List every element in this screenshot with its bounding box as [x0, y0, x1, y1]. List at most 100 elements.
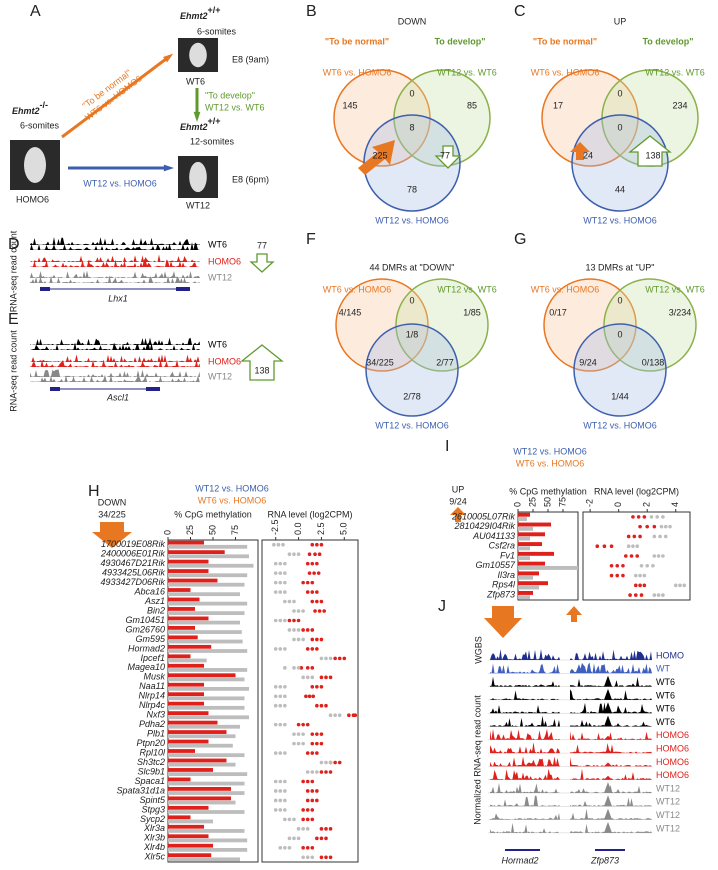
bar [168, 758, 227, 763]
dot [595, 544, 600, 549]
dot [301, 845, 305, 850]
gene-label: 2610005L07Rik [451, 511, 516, 521]
track-signal [490, 756, 560, 767]
venn-title: UP [614, 16, 627, 26]
track-signal [570, 823, 652, 833]
gene-label: Il3ra [497, 570, 515, 580]
track-signal [570, 743, 652, 754]
dot [310, 628, 315, 632]
bar [168, 597, 200, 602]
dot [278, 703, 283, 708]
bar [168, 705, 245, 710]
gene-label: Ipcef1 [140, 653, 165, 663]
dot [292, 637, 296, 642]
gene-label: Nxf3 [146, 710, 165, 720]
x-tick-label: 5.0 [339, 522, 349, 535]
bar [168, 550, 225, 555]
venn-set-a [543, 278, 637, 372]
gene-label: Bin2 [147, 605, 165, 615]
venn-count: 9/24 [579, 357, 597, 367]
x-tick-label: 0 [162, 530, 172, 535]
dot [626, 544, 631, 549]
gene-label: Spint5 [139, 795, 166, 805]
tick: 25 [185, 525, 195, 535]
bar [518, 536, 530, 541]
dot [319, 656, 324, 661]
dot [276, 542, 281, 547]
bar [168, 686, 249, 691]
panel-label: F [306, 231, 316, 248]
dot [301, 732, 305, 736]
track-signal [490, 728, 560, 740]
track-label: WT [656, 664, 670, 674]
dot [328, 855, 333, 860]
dot [656, 593, 661, 597]
label: WT12 vs. HOMO6 [375, 215, 449, 225]
y-axis-title: Normalized RNA-seq read count [472, 695, 482, 825]
dot [287, 618, 292, 623]
track-signal [490, 742, 560, 754]
dot [631, 515, 635, 519]
x-tick-label: 75 [557, 497, 567, 507]
dot [292, 732, 296, 736]
panel-label: H [88, 483, 100, 500]
track-signal [30, 270, 200, 278]
dot [310, 817, 315, 822]
dot [278, 580, 283, 585]
direction-arrow [240, 344, 284, 381]
gene-label: Xlr3a [143, 823, 165, 833]
dot [278, 571, 283, 575]
dot [324, 675, 328, 680]
track-signal [570, 649, 652, 660]
label: "To develop" [205, 90, 255, 100]
gene-label: Plb1 [147, 729, 165, 739]
direction-arrow [628, 135, 672, 167]
label: RNA level (log2CPM) [267, 509, 352, 519]
dot [310, 855, 315, 860]
dot [310, 599, 315, 604]
bar [518, 542, 542, 547]
dot [652, 593, 657, 597]
bar [168, 829, 245, 833]
label: 9/24 [449, 496, 467, 506]
y-axis-title: RNA-seq read count [8, 230, 18, 312]
gene-label: Gm10451 [125, 615, 165, 625]
dot [621, 563, 625, 568]
dot [305, 798, 310, 803]
bar [168, 601, 248, 606]
dot [315, 732, 319, 736]
track-peak [604, 675, 612, 687]
arrow-head [193, 111, 201, 122]
dot [278, 779, 283, 784]
dot [283, 599, 287, 604]
dot [273, 808, 278, 812]
dot [635, 544, 640, 549]
arrow-label: "To be normal"WT6 vs. HOMO6 [80, 68, 143, 123]
dot [301, 741, 305, 746]
dot [304, 694, 308, 699]
track-signal [570, 719, 652, 727]
tick: 5.0 [339, 522, 349, 535]
dot [633, 573, 638, 578]
gene-label: AU041133 [472, 531, 515, 541]
dot [312, 571, 316, 575]
track-signal [30, 237, 200, 245]
dot [305, 561, 310, 566]
track-signal [570, 676, 652, 687]
dot [645, 563, 649, 568]
venn-count: 234 [672, 100, 687, 110]
bar [168, 838, 248, 843]
bar [168, 625, 195, 630]
dot [278, 751, 283, 755]
bar [168, 644, 212, 649]
tick: 2.5 [316, 522, 326, 535]
dot [638, 583, 642, 588]
dot [621, 573, 625, 578]
dot [278, 845, 283, 850]
dot [301, 580, 305, 585]
track-signal [570, 662, 652, 674]
venn-count: 145 [342, 100, 357, 110]
dot [283, 580, 287, 585]
venn-count: 138 [645, 150, 660, 160]
venn-set-b [395, 278, 489, 372]
